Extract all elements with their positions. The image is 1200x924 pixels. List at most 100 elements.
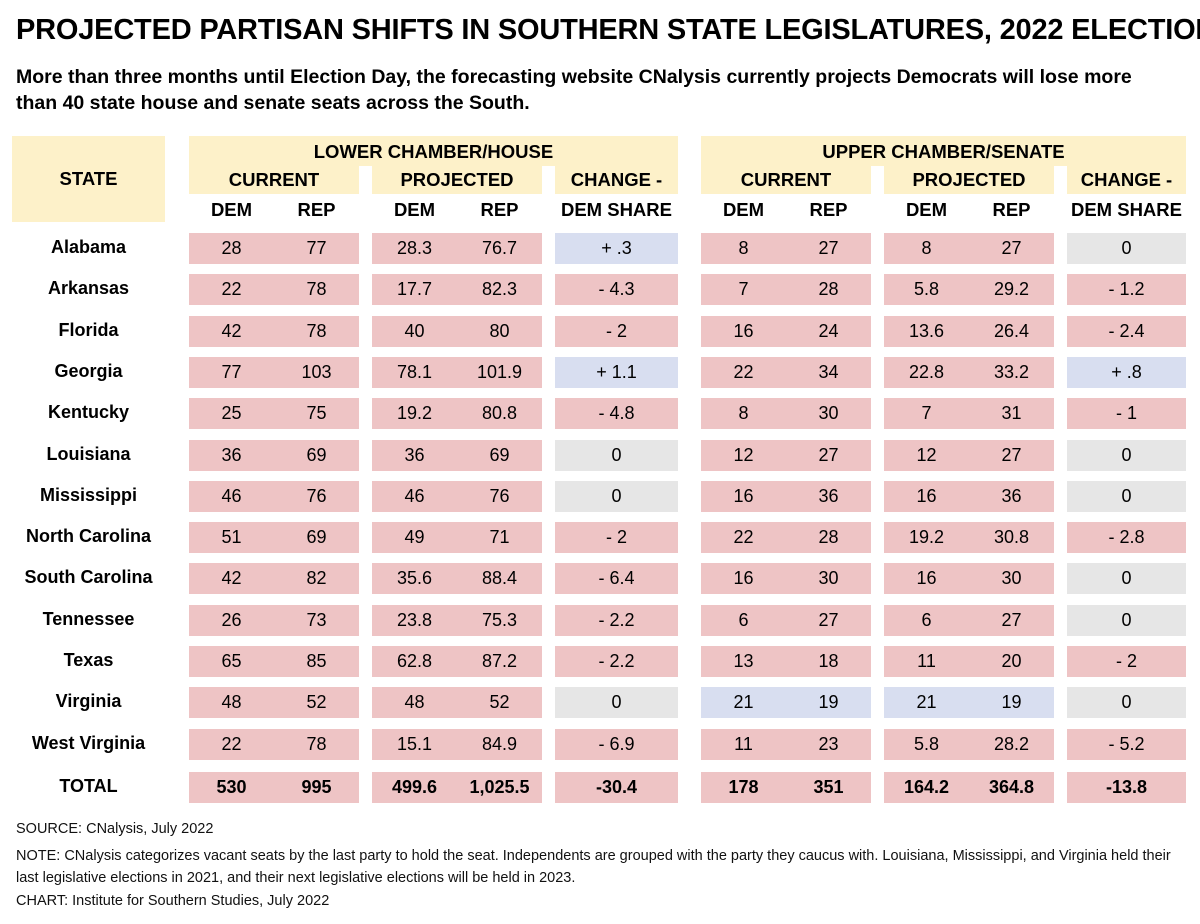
senate-current-cell: 7 28 xyxy=(701,274,871,305)
total-label: TOTAL xyxy=(59,776,118,796)
house-current-cell: 46 76 xyxy=(189,481,359,512)
house-current-dem-value: 42 xyxy=(221,568,242,588)
house-projected-cell: 15.1 84.9 xyxy=(372,729,542,760)
house-change-value: + .3 xyxy=(601,238,632,258)
house-projected-cell: 78.1 101.9 xyxy=(372,357,542,388)
house-current-dem-value: 77 xyxy=(221,362,242,382)
senate-projected-cell: 19.2 30.8 xyxy=(884,522,1054,553)
house-projected-dem-value: 35.6 xyxy=(396,568,433,588)
senate-change-value: - 2 xyxy=(1115,651,1137,671)
upper-current-header: CURRENT xyxy=(740,169,832,190)
house-change-value: 0 xyxy=(611,692,622,712)
house-current-cell: 42 78 xyxy=(189,316,359,347)
upper-chamber-header: UPPER CHAMBER/SENATE xyxy=(822,141,1065,162)
upper-projected-header: PROJECTED xyxy=(912,169,1026,190)
house-change-cell: - 2 xyxy=(555,522,678,553)
house-projected-cell: 40 80 xyxy=(372,316,542,347)
house-projected-rep-value: 69 xyxy=(489,445,510,465)
house-current-dem-value: 65 xyxy=(221,651,242,671)
house-change-cell: 0 xyxy=(555,481,678,512)
state-label: North Carolina xyxy=(25,526,151,546)
house-current-cell: 65 85 xyxy=(189,646,359,677)
state-label: Arkansas xyxy=(47,278,130,298)
house-projected-cell: 19.2 80.8 xyxy=(372,398,542,429)
senate-projected-cell: 12 27 xyxy=(884,440,1054,471)
senate-change-value: + .8 xyxy=(1111,362,1142,382)
senate-current-cell: 22 34 xyxy=(701,357,871,388)
house-change-cell: 0 xyxy=(555,440,678,471)
state-label: Tennessee xyxy=(42,609,135,629)
lower-change-dem-share-header: DEM SHARE xyxy=(560,199,672,220)
state-label: Georgia xyxy=(54,361,123,381)
senate-change-value: - 2.8 xyxy=(1108,527,1145,547)
senate-projected-rep-value: 27 xyxy=(1001,238,1022,258)
senate-current-rep-value: 18 xyxy=(818,651,839,671)
house-projected-rep-value: 80.8 xyxy=(481,403,518,423)
house-change-cell: + 1.1 xyxy=(555,357,678,388)
senate-projected-rep-value: 27 xyxy=(1001,610,1022,630)
senate-current-dem-value: 11 xyxy=(734,734,753,754)
house-current-rep-value: 69 xyxy=(306,527,327,547)
house-projected-dem-value: 19.2 xyxy=(396,403,433,423)
upper-current-dem-header: DEM xyxy=(722,199,765,220)
lower-current-header-box xyxy=(189,166,359,194)
senate-projected-dem-value: 7 xyxy=(921,403,932,423)
house-change-cell: - 2.2 xyxy=(555,605,678,636)
house-current-cell: 22 78 xyxy=(189,274,359,305)
lower-current-rep-header: REP xyxy=(297,199,336,220)
senate-projected-dem-value: 16 xyxy=(916,486,937,506)
senate-projected-dem-value: 8 xyxy=(921,238,932,258)
house-current-dem-value: 42 xyxy=(221,321,242,341)
senate-current-dem-value: 178 xyxy=(728,777,759,797)
senate-current-rep-value: 36 xyxy=(818,486,839,506)
lower-current-dem-header: DEM xyxy=(210,199,253,220)
house-projected-dem-value: 49 xyxy=(404,527,425,547)
house-projected-dem-value: 499.6 xyxy=(391,777,438,797)
house-projected-rep-value: 71 xyxy=(489,527,510,547)
senate-projected-rep-value: 19 xyxy=(1001,692,1022,712)
house-current-cell: 26 73 xyxy=(189,605,359,636)
house-current-dem-value: 51 xyxy=(221,527,242,547)
senate-change-cell: -13.8 xyxy=(1067,772,1186,803)
state-label: West Virginia xyxy=(31,733,146,753)
house-projected-dem-value: 15.1 xyxy=(396,734,433,754)
house-current-rep-value: 995 xyxy=(301,777,332,797)
senate-change-cell: 0 xyxy=(1067,233,1186,264)
senate-projected-rep-value: 28.2 xyxy=(993,734,1030,754)
senate-projected-cell: 22.8 33.2 xyxy=(884,357,1054,388)
state-label: Texas xyxy=(63,650,114,670)
house-change-cell: -30.4 xyxy=(555,772,678,803)
house-projected-cell: 499.6 1,025.5 xyxy=(372,772,542,803)
upper-change-header-box xyxy=(1067,166,1186,194)
senate-projected-cell: 11 20 xyxy=(884,646,1054,677)
lower-current-header: CURRENT xyxy=(228,169,320,190)
house-projected-dem-value: 78.1 xyxy=(396,362,433,382)
house-current-rep-value: 78 xyxy=(306,734,327,754)
house-change-value: + 1.1 xyxy=(596,362,637,382)
house-change-value: - 2.2 xyxy=(598,651,635,671)
senate-projected-cell: 13.6 26.4 xyxy=(884,316,1054,347)
house-projected-dem-value: 48 xyxy=(404,692,425,712)
house-projected-dem-value: 28.3 xyxy=(396,238,433,258)
senate-current-rep-value: 27 xyxy=(818,238,839,258)
senate-change-value: 0 xyxy=(1121,692,1132,712)
chart-credit-note: CHART: Institute for Southern Studies, J… xyxy=(16,893,330,909)
house-projected-dem-value: 17.7 xyxy=(396,279,433,299)
senate-current-dem-value: 22 xyxy=(733,362,754,382)
senate-change-cell: - 1 xyxy=(1067,398,1186,429)
house-projected-cell: 48 52 xyxy=(372,687,542,718)
senate-current-dem-value: 13 xyxy=(733,651,754,671)
house-current-cell: 22 78 xyxy=(189,729,359,760)
lower-projected-header-box xyxy=(372,166,542,194)
senate-projected-cell: 6 27 xyxy=(884,605,1054,636)
house-current-rep-value: 76 xyxy=(306,486,327,506)
state-label: Kentucky xyxy=(47,402,130,422)
senate-current-dem-value: 16 xyxy=(733,486,754,506)
house-projected-dem-value: 46 xyxy=(404,486,425,506)
house-projected-rep-value: 52 xyxy=(489,692,510,712)
house-change-value: - 6.4 xyxy=(598,568,635,588)
house-change-cell: - 2.2 xyxy=(555,646,678,677)
senate-projected-cell: 16 36 xyxy=(884,481,1054,512)
house-change-value: 0 xyxy=(611,486,622,506)
senate-current-rep-value: 351 xyxy=(813,777,844,797)
